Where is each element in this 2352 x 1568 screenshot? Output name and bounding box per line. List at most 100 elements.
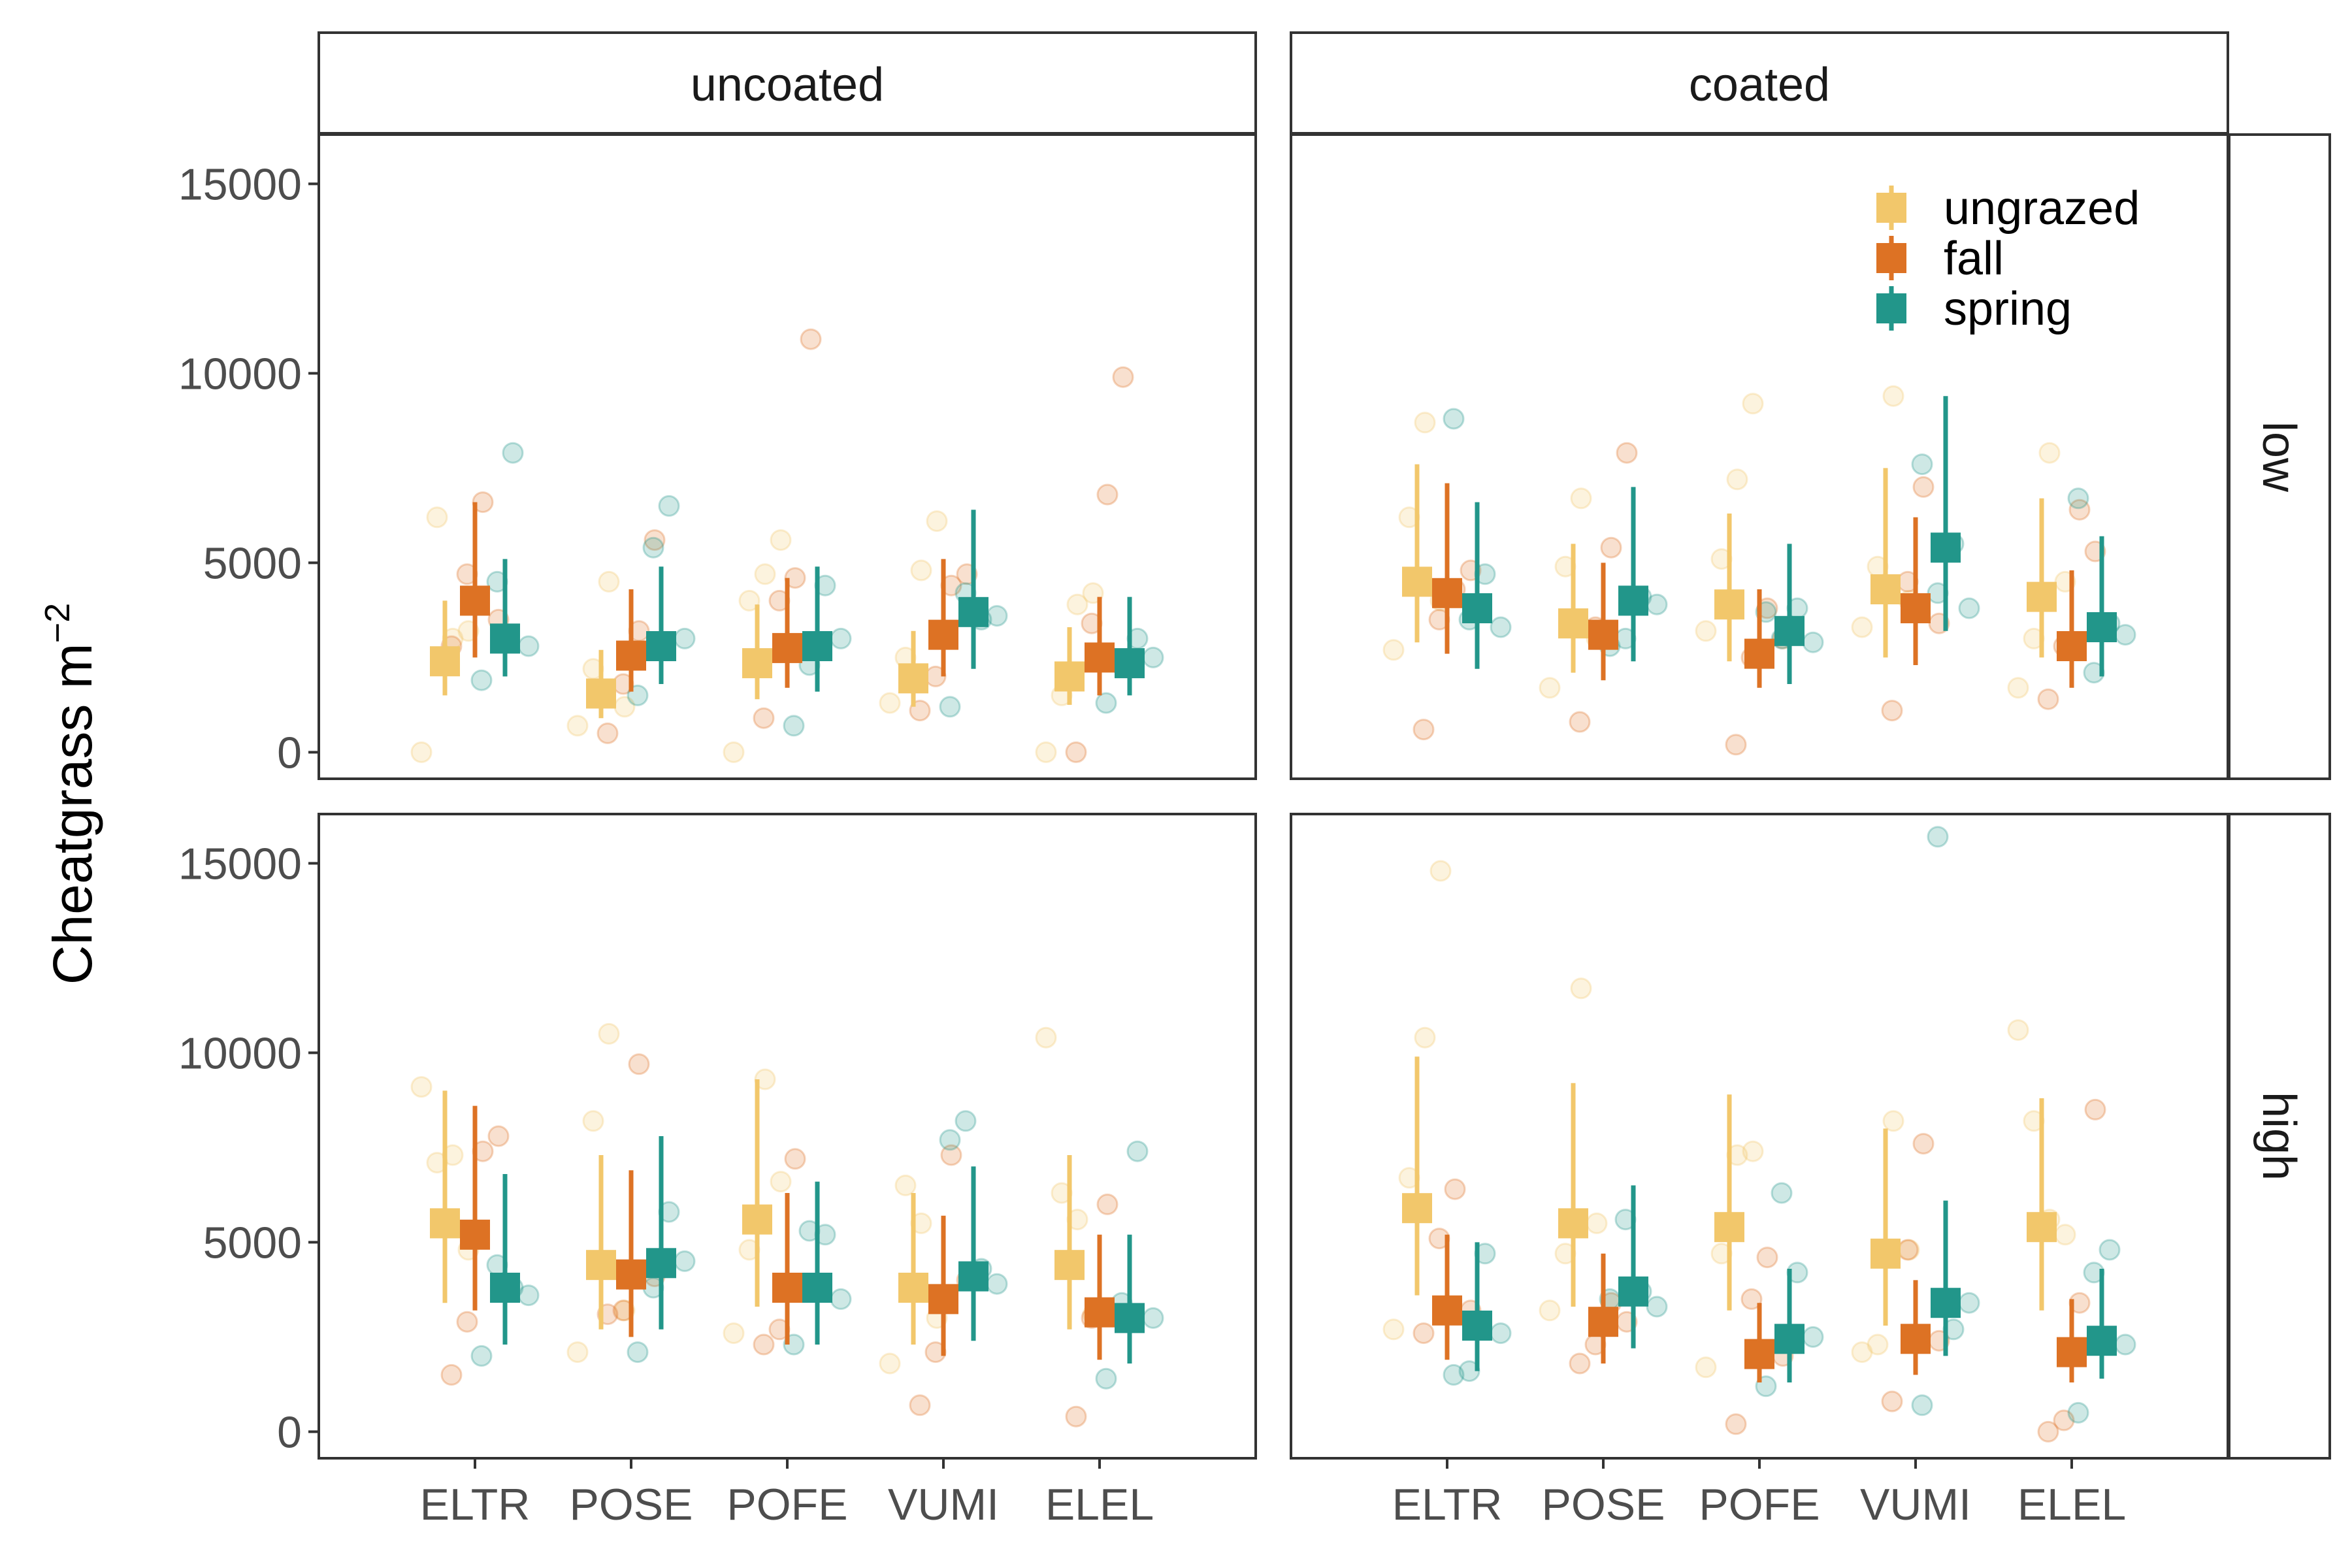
mean-uncoated-high-fall-elel <box>1085 1297 1115 1328</box>
strip-uncoated-box <box>319 33 1256 133</box>
mean-uncoated-high-fall-eltr <box>460 1219 490 1250</box>
point-coated-high-ungrazed-pofe-0 <box>1695 1356 1717 1379</box>
point-uncoated-high-ungrazed-pofe-3 <box>770 1171 792 1193</box>
y-axis-title-superscript: −2 <box>38 603 77 644</box>
mean-uncoated-high-spring-pose <box>646 1248 676 1279</box>
point-coated-high-ungrazed-elel-0 <box>2007 1019 2029 1041</box>
point-coated-high-spring-eltr-3 <box>1490 1322 1512 1345</box>
point-coated-low-fall-pofe-0 <box>1725 734 1747 756</box>
mean-coated-high-ungrazed-eltr <box>1402 1193 1432 1224</box>
mean-coated-high-fall-vumi <box>1901 1324 1931 1354</box>
point-coated-high-fall-elel-3 <box>2084 1098 2106 1120</box>
mean-coated-low-ungrazed-pose <box>1558 608 1588 639</box>
point-coated-high-ungrazed-elel-3 <box>2054 1224 2076 1246</box>
mean-coated-high-fall-eltr <box>1432 1295 1462 1326</box>
point-uncoated-high-fall-pose-2 <box>628 1053 650 1075</box>
mean-coated-high-ungrazed-pofe <box>1714 1212 1744 1243</box>
mean-uncoated-low-spring-vumi <box>958 596 988 627</box>
point-coated-low-ungrazed-eltr-2 <box>1414 412 1436 434</box>
point-uncoated-low-ungrazed-vumi-0 <box>879 692 901 714</box>
legend-label-ungrazed: ungrazed <box>1944 182 2140 235</box>
point-coated-high-spring-vumi-1 <box>1927 826 1949 848</box>
point-coated-low-spring-vumi-3 <box>1958 597 1980 619</box>
mean-coated-low-ungrazed-eltr <box>1402 566 1432 597</box>
point-uncoated-low-spring-eltr-2 <box>502 442 524 464</box>
mean-uncoated-low-spring-pose <box>646 631 676 661</box>
xtick-label-uncoated-high-pofe: POFE <box>727 1480 847 1529</box>
mean-uncoated-low-ungrazed-elel <box>1054 661 1085 692</box>
point-uncoated-low-ungrazed-pofe-3 <box>770 529 792 551</box>
mean-uncoated-high-ungrazed-elel <box>1054 1250 1085 1281</box>
point-uncoated-high-fall-vumi-0 <box>909 1394 931 1416</box>
panel-border-uncoated-high <box>318 813 1257 1460</box>
mean-coated-low-spring-elel <box>2087 612 2117 642</box>
point-uncoated-low-spring-pose-3 <box>674 627 696 649</box>
y-axis-title-text: Cheatgrass m <box>42 643 103 985</box>
mean-uncoated-low-ungrazed-vumi <box>898 663 928 694</box>
mean-uncoated-low-fall-pose <box>616 640 646 671</box>
mean-uncoated-high-fall-vumi <box>928 1284 958 1315</box>
point-coated-high-spring-vumi-0 <box>1911 1394 1933 1416</box>
ytick-label-uncoated-low-2: 10000 <box>178 349 302 399</box>
mean-coated-low-spring-pofe <box>1774 615 1805 646</box>
point-coated-low-fall-vumi-2 <box>1912 476 1935 498</box>
mean-coated-high-ungrazed-pose <box>1558 1208 1588 1239</box>
point-uncoated-low-spring-pose-2 <box>658 495 680 517</box>
mean-coated-high-fall-pofe <box>1744 1339 1774 1369</box>
mean-uncoated-high-spring-elel <box>1115 1303 1145 1333</box>
mean-coated-high-ungrazed-elel <box>2027 1212 2057 1243</box>
point-coated-low-ungrazed-pose-0 <box>1539 677 1561 699</box>
mean-coated-low-ungrazed-elel <box>2027 581 2057 612</box>
strip-low-box <box>2229 135 2330 779</box>
point-coated-low-fall-pose-3 <box>1616 442 1638 464</box>
mean-uncoated-low-spring-pofe <box>802 631 832 661</box>
point-uncoated-low-spring-vumi-3 <box>986 605 1008 627</box>
point-uncoated-high-ungrazed-elel-0 <box>1035 1026 1057 1049</box>
point-coated-high-ungrazed-vumi-1 <box>1867 1333 1889 1356</box>
mean-uncoated-high-ungrazed-eltr <box>430 1208 460 1239</box>
point-coated-low-ungrazed-pofe-2 <box>1726 468 1748 491</box>
point-uncoated-low-spring-elel-0 <box>1095 692 1117 714</box>
point-coated-high-spring-eltr-0 <box>1443 1364 1465 1386</box>
point-coated-low-spring-pose-3 <box>1646 593 1668 615</box>
point-uncoated-low-fall-elel-0 <box>1065 741 1087 763</box>
mean-coated-high-spring-elel <box>2087 1326 2117 1356</box>
point-coated-low-spring-vumi-0 <box>1911 453 1933 476</box>
strip-label-low: low <box>2253 421 2305 493</box>
point-uncoated-low-ungrazed-eltr-0 <box>410 741 433 763</box>
point-uncoated-high-spring-vumi-0 <box>939 1129 961 1151</box>
point-uncoated-high-ungrazed-pose-1 <box>582 1110 604 1132</box>
mean-uncoated-low-fall-pofe <box>772 632 802 663</box>
point-uncoated-low-fall-pose-0 <box>596 722 619 744</box>
point-coated-high-ungrazed-eltr-0 <box>1382 1318 1405 1341</box>
mean-uncoated-low-spring-eltr <box>490 623 520 654</box>
point-coated-high-fall-pofe-2 <box>1756 1247 1778 1269</box>
xtick-label-coated-high-elel: ELEL <box>2017 1480 2126 1529</box>
point-coated-low-fall-elel-2 <box>2068 498 2091 521</box>
mean-coated-low-spring-vumi <box>1931 532 1961 563</box>
point-uncoated-high-ungrazed-eltr-0 <box>410 1076 433 1098</box>
mean-uncoated-low-fall-vumi <box>928 619 958 650</box>
mean-coated-low-fall-pofe <box>1744 638 1774 669</box>
point-uncoated-low-ungrazed-pofe-1 <box>738 589 760 612</box>
point-uncoated-high-ungrazed-pofe-0 <box>723 1322 745 1345</box>
ytick-label-uncoated-high-1: 5000 <box>203 1218 302 1267</box>
ytick-label-uncoated-low-1: 5000 <box>203 538 302 588</box>
point-uncoated-high-ungrazed-pose-0 <box>566 1341 589 1364</box>
point-uncoated-high-spring-vumi-1 <box>955 1110 977 1132</box>
xtick-label-coated-high-vumi: VUMI <box>1860 1480 1971 1529</box>
point-uncoated-low-ungrazed-eltr-1 <box>426 506 448 529</box>
point-coated-high-spring-pose-3 <box>1646 1296 1668 1318</box>
point-uncoated-low-ungrazed-vumi-2 <box>910 559 932 581</box>
point-coated-low-fall-vumi-0 <box>1881 700 1903 722</box>
mean-coated-low-fall-eltr <box>1432 578 1462 608</box>
legend-key-fall <box>1876 243 1906 273</box>
point-uncoated-high-fall-eltr-1 <box>456 1311 478 1333</box>
panel-border-coated-low <box>1290 133 2229 780</box>
point-coated-low-fall-eltr-0 <box>1413 719 1435 741</box>
point-coated-low-ungrazed-pose-2 <box>1570 487 1592 510</box>
point-coated-low-spring-elel-0 <box>2067 487 2089 510</box>
ytick-label-uncoated-high-2: 10000 <box>178 1028 302 1078</box>
point-uncoated-low-ungrazed-elel-0 <box>1035 741 1057 763</box>
point-uncoated-high-spring-elel-0 <box>1095 1367 1117 1390</box>
